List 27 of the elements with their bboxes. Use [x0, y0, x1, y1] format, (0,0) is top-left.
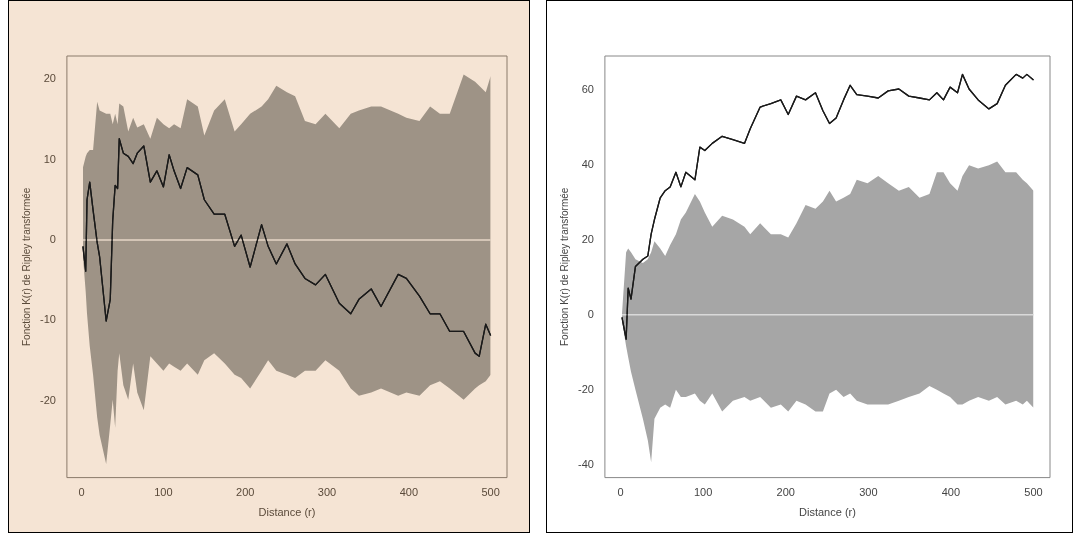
- x-tick-label: 200: [776, 486, 795, 499]
- y-tick-label: 20: [43, 72, 56, 85]
- x-axis-title: Distance (r): [258, 506, 316, 519]
- y-tick-label: 0: [587, 307, 594, 320]
- y-tick-label: 40: [581, 157, 594, 170]
- y-tick-label: -10: [39, 313, 56, 326]
- x-tick-label: 500: [481, 486, 500, 499]
- x-tick-label: 300: [317, 486, 337, 499]
- y-axis-title: Fonction K(r) de Ripley transformée: [558, 187, 570, 346]
- x-tick-label: 300: [859, 486, 878, 499]
- y-tick-label: -20: [39, 393, 56, 406]
- x-tick-label: 100: [693, 486, 713, 499]
- x-tick-label: 200: [236, 486, 255, 499]
- x-tick-label: 100: [154, 486, 173, 499]
- x-tick-label: 0: [617, 486, 624, 499]
- x-tick-label: 0: [78, 486, 85, 499]
- x-tick-label: 400: [941, 486, 961, 499]
- y-axis-title: Fonction K(r) de Ripley transformée: [20, 187, 32, 346]
- y-tick-label: 60: [581, 82, 594, 95]
- x-tick-label: 400: [399, 486, 419, 499]
- x-axis-title: Distance (r): [799, 506, 856, 519]
- y-tick-label: -40: [577, 457, 594, 470]
- y-tick-label: 10: [43, 152, 56, 165]
- y-tick-label: -20: [577, 382, 594, 395]
- y-tick-label: 0: [49, 232, 56, 245]
- x-tick-label: 500: [1024, 486, 1043, 499]
- y-tick-label: 20: [581, 232, 594, 245]
